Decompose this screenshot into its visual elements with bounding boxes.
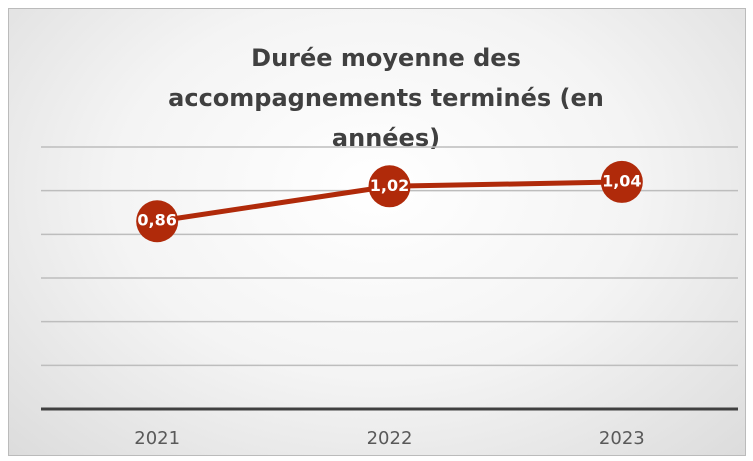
marker [368, 165, 411, 208]
data-label: 1,02 [370, 176, 409, 195]
marker [136, 200, 179, 243]
x-tick-label: 2021 [134, 428, 180, 449]
marker [600, 160, 643, 203]
x-tick-label: 2022 [367, 428, 413, 449]
data-label: 0,86 [137, 211, 176, 230]
x-tick-label: 2023 [599, 428, 645, 449]
data-label: 1,04 [602, 171, 641, 190]
chart-frame [8, 8, 746, 456]
